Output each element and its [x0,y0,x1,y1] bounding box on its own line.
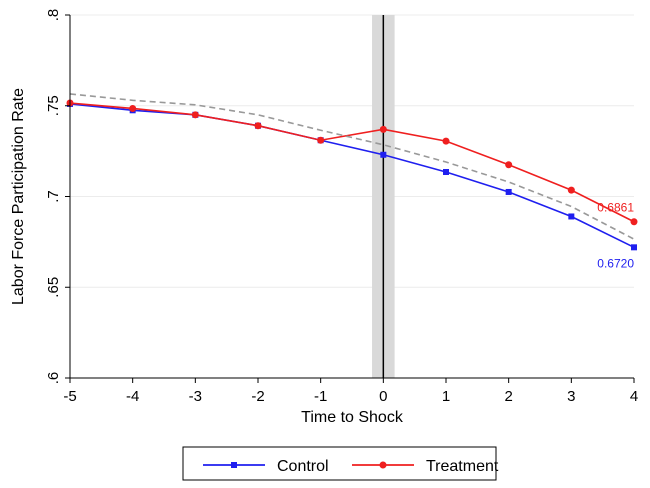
shock-band-layer [372,15,395,378]
point-treatment-4 [317,136,325,144]
point-control-9 [631,244,637,251]
point-treatment-2 [191,111,199,119]
y-tick-label-4: .8 [45,9,62,22]
point-treatment-8 [567,186,575,194]
point-control-8 [568,213,575,220]
x-tick-label-4: -1 [314,388,327,405]
point-treatment-7 [505,161,513,169]
legend-marker-treatment [379,461,387,469]
series-line-control [69,103,635,249]
legend-label-control: Control [277,458,329,475]
x-tick-label-8: 3 [567,388,575,405]
series-line-dashed-reference [69,93,635,240]
y-tick-label-0: .6 [45,372,62,385]
end-label-control: 0.6720 [597,256,634,270]
x-tick-label-7: 2 [504,388,512,405]
point-control-5 [380,151,387,158]
point-treatment-3 [254,122,262,130]
grid-layer [70,14,634,379]
y-tick-label-2: .7 [45,190,62,203]
labels-layer: 0.6720 0.6861 .6 .65 .7 .75 .8 -5 -4 -3 -2 -1 0 1 2 3 4 T… [10,9,638,426]
end-label-treatment: 0.6861 [597,201,634,215]
y-axis-title: Labor Force Participation Rate [10,88,27,305]
x-tick-label-0: -5 [63,388,76,405]
point-treatment-9 [630,218,638,226]
legend: Control Treatment [182,446,499,481]
point-control-7 [505,188,512,195]
x-tick-label-6: 1 [442,388,450,405]
series-layer [66,93,638,251]
x-tick-label-9: 4 [630,388,638,405]
point-treatment-6 [442,137,450,145]
series-line-treatment [69,102,635,223]
x-tick-label-3: -2 [251,388,264,405]
x-axis-title: Time to Shock [301,409,404,426]
y-tick-label-3: .75 [45,95,62,116]
point-treatment-5 [379,125,387,133]
point-control-6 [443,168,449,175]
legend-marker-control [231,462,237,468]
x-tick-label-5: 0 [379,388,387,405]
x-tick-label-1: -4 [126,388,139,405]
point-treatment-1 [129,104,137,112]
y-tick-label-1: .65 [45,277,62,298]
legend-label-treatment: Treatment [426,458,499,475]
x-tick-label-2: -3 [189,388,202,405]
axes-layer [65,14,635,383]
